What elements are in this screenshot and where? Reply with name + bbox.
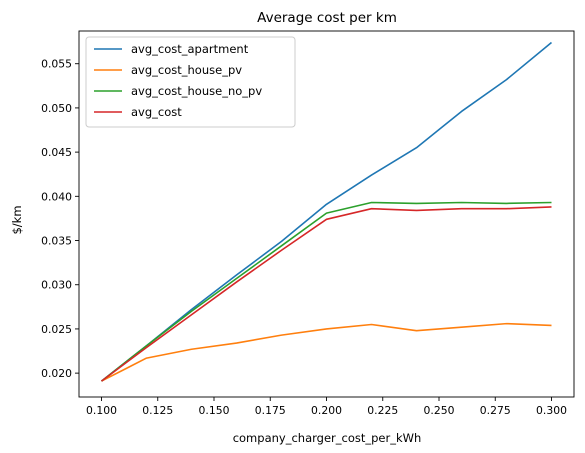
y-tick-label: 0.030 — [41, 279, 72, 292]
legend-label: avg_cost — [131, 105, 182, 119]
x-tick-label: 0.250 — [424, 404, 455, 417]
legend-label: avg_cost_house_no_pv — [131, 84, 262, 98]
legend: avg_cost_apartment avg_cost_house_pv avg_c… — [85, 36, 296, 128]
y-axis-label: $/km — [10, 205, 24, 234]
y-tick-label: 0.035 — [41, 235, 72, 248]
series-line-avg-cost — [101, 206, 552, 382]
y-tick-label: 0.050 — [41, 102, 72, 115]
x-tick-label: 0.175 — [255, 404, 286, 417]
x-axis-label: company_charger_cost_per_kWh — [233, 431, 422, 445]
series-lines — [101, 41, 553, 382]
series-line-avg-cost-house-no-pv — [101, 201, 552, 382]
legend-box — [85, 36, 296, 128]
x-tick-label: 0.275 — [480, 404, 511, 417]
series-line-avg-cost-apartment — [101, 41, 553, 382]
x-tick-label: 0.200 — [311, 404, 342, 417]
legend-label: avg_cost_apartment — [131, 42, 249, 56]
series-line-avg-cost-house-pv — [101, 322, 552, 382]
x-tick-label: 0.300 — [536, 404, 567, 417]
x-tick-label: 0.125 — [142, 404, 173, 417]
y-tick-label: 0.055 — [41, 58, 72, 71]
x-tick-label: 0.150 — [199, 404, 230, 417]
y-tick-label: 0.045 — [41, 146, 72, 159]
x-tick-label: 0.100 — [86, 404, 117, 417]
y-tick-label: 0.020 — [41, 367, 72, 380]
axis-ticks: 0.100 0.125 0.150 0.175 0.200 0.225 0.250 0.275… — [41, 58, 567, 417]
y-tick-label: 0.025 — [41, 323, 72, 336]
chart-title: Average cost per km — [257, 10, 397, 26]
y-tick-label: 0.040 — [41, 190, 72, 203]
legend-label: avg_cost_house_pv — [131, 63, 242, 77]
x-tick-label: 0.225 — [367, 404, 398, 417]
